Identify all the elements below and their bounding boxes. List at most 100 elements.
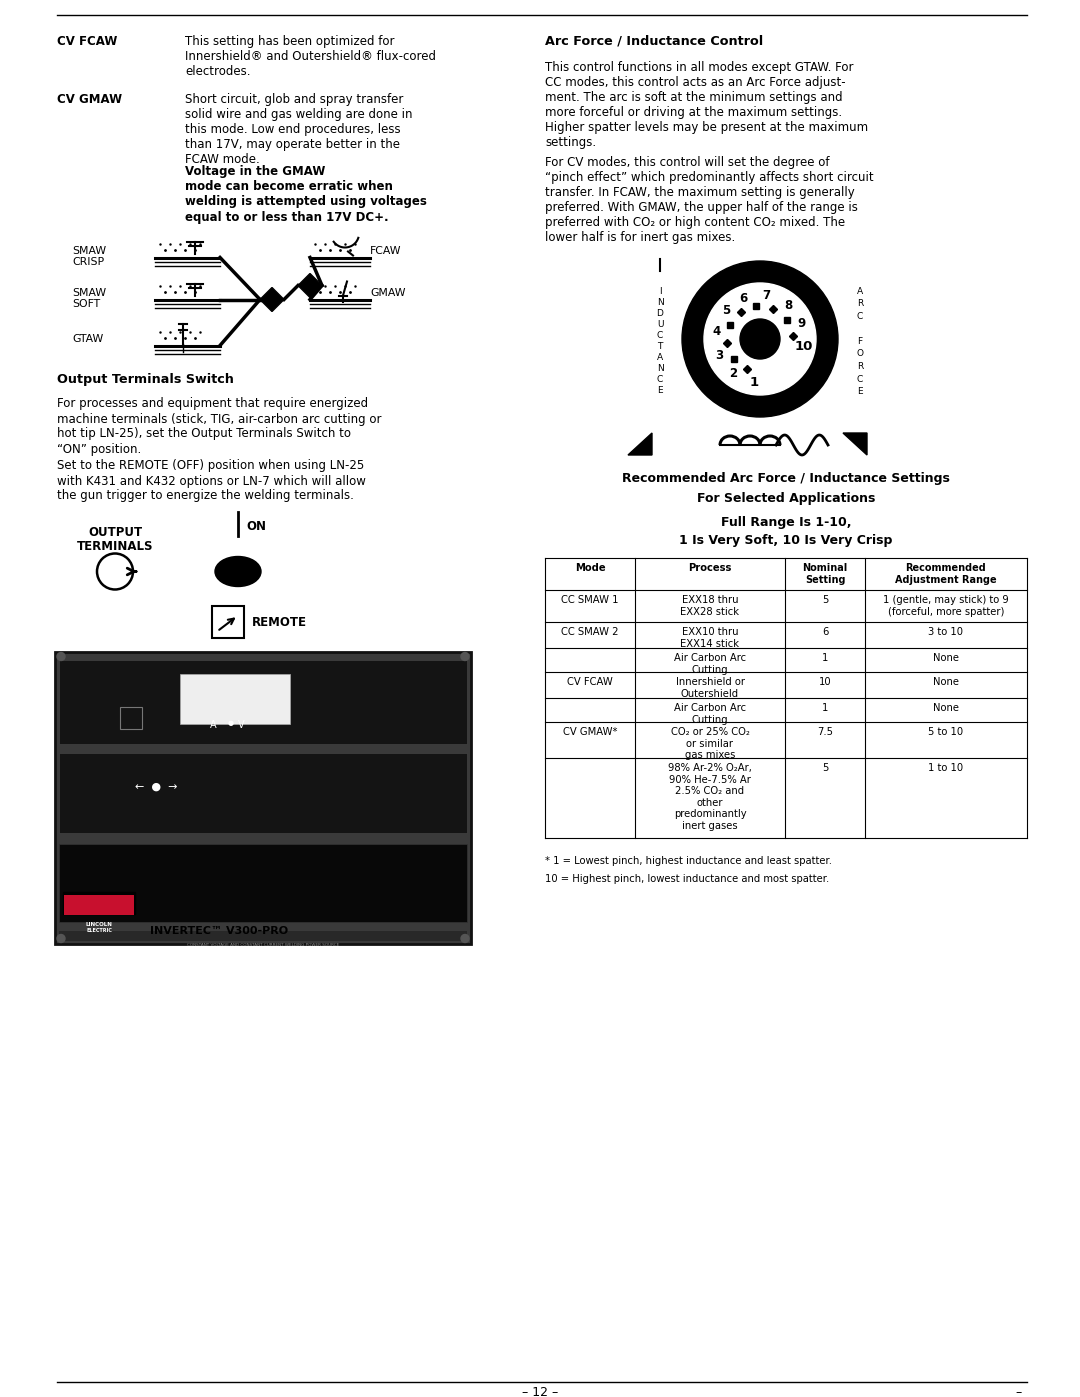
Text: Short circuit, glob and spray transfer
solid wire and gas welding are done in
th: Short circuit, glob and spray transfer s… bbox=[185, 94, 413, 166]
Text: T: T bbox=[658, 342, 663, 351]
Text: 6: 6 bbox=[740, 292, 747, 305]
Text: Air Carbon Arc
Cutting: Air Carbon Arc Cutting bbox=[674, 703, 746, 725]
Text: ←  ●  →: ← ● → bbox=[135, 781, 177, 792]
Bar bbox=[55, 651, 471, 943]
Text: Recommended Arc Force / Inductance Settings: Recommended Arc Force / Inductance Setti… bbox=[622, 472, 950, 485]
Text: CO₂ or 25% CO₂
or similar
gas mixes: CO₂ or 25% CO₂ or similar gas mixes bbox=[671, 726, 750, 760]
Text: 1 Is Very Soft, 10 Is Very Crisp: 1 Is Very Soft, 10 Is Very Crisp bbox=[679, 534, 893, 548]
Text: 7.5: 7.5 bbox=[816, 726, 833, 738]
Polygon shape bbox=[627, 433, 652, 455]
Text: For processes and equipment that require energized
machine terminals (stick, TIG: For processes and equipment that require… bbox=[57, 398, 381, 455]
Text: – 12 –: – 12 – bbox=[522, 1386, 558, 1397]
Text: GMAW: GMAW bbox=[370, 288, 405, 298]
Text: C: C bbox=[657, 374, 663, 384]
Circle shape bbox=[461, 652, 469, 661]
Text: N: N bbox=[657, 365, 663, 373]
Text: ●: ● bbox=[228, 719, 234, 725]
Circle shape bbox=[57, 935, 65, 943]
Text: Process: Process bbox=[688, 563, 731, 573]
Text: E: E bbox=[858, 387, 863, 395]
Text: N: N bbox=[657, 298, 663, 307]
Text: 98% Ar-2% O₂Ar,
90% He-7.5% Ar
2.5% CO₂ and
other
predominantly
inert gases: 98% Ar-2% O₂Ar, 90% He-7.5% Ar 2.5% CO₂ … bbox=[669, 763, 752, 831]
Text: Voltage in the GMAW
mode can become erratic when
welding is attempted using volt: Voltage in the GMAW mode can become erra… bbox=[185, 165, 427, 224]
Text: None: None bbox=[933, 678, 959, 687]
Text: REMOTE: REMOTE bbox=[252, 616, 307, 629]
Text: 5: 5 bbox=[822, 595, 828, 605]
Ellipse shape bbox=[215, 556, 261, 587]
Text: CV GMAW: CV GMAW bbox=[57, 94, 122, 106]
Text: –: – bbox=[1016, 1386, 1022, 1397]
Text: Nominal
Setting: Nominal Setting bbox=[802, 563, 848, 584]
Text: R: R bbox=[856, 299, 863, 309]
Text: 10 = Highest pinch, lowest inductance and most spatter.: 10 = Highest pinch, lowest inductance an… bbox=[545, 875, 829, 884]
Text: 1: 1 bbox=[822, 703, 828, 712]
Text: 10: 10 bbox=[794, 339, 812, 353]
Text: LINCOLN: LINCOLN bbox=[85, 922, 112, 926]
Polygon shape bbox=[843, 433, 867, 455]
Bar bbox=[59, 844, 467, 922]
Text: 7: 7 bbox=[762, 289, 770, 302]
Circle shape bbox=[704, 284, 816, 395]
Bar bbox=[59, 930, 467, 940]
Text: FCAW: FCAW bbox=[370, 246, 402, 256]
Text: V: V bbox=[238, 719, 245, 729]
Text: GTAW: GTAW bbox=[72, 334, 104, 344]
Text: For Selected Applications: For Selected Applications bbox=[697, 492, 875, 504]
Text: 9: 9 bbox=[797, 317, 806, 331]
Text: CV FCAW: CV FCAW bbox=[567, 678, 612, 687]
Text: 3 to 10: 3 to 10 bbox=[929, 627, 963, 637]
Text: ELECTRIC: ELECTRIC bbox=[86, 928, 112, 933]
Circle shape bbox=[461, 935, 469, 943]
Text: A: A bbox=[657, 353, 663, 362]
Text: 1 (gentle, may stick) to 9
(forceful, more spatter): 1 (gentle, may stick) to 9 (forceful, mo… bbox=[883, 595, 1009, 616]
Text: 1: 1 bbox=[750, 376, 758, 390]
Text: INVERTEC™ V300-PRO: INVERTEC™ V300-PRO bbox=[150, 926, 288, 936]
Text: E: E bbox=[658, 386, 663, 395]
Text: R: R bbox=[856, 362, 863, 372]
Text: None: None bbox=[933, 703, 959, 712]
Text: This control functions in all modes except GTAW. For
CC modes, this control acts: This control functions in all modes exce… bbox=[545, 61, 868, 149]
Text: OUTPUT
TERMINALS: OUTPUT TERMINALS bbox=[77, 525, 153, 553]
Text: ON: ON bbox=[246, 520, 266, 532]
Text: 5 to 10: 5 to 10 bbox=[929, 726, 963, 738]
Text: 1 to 10: 1 to 10 bbox=[929, 763, 963, 773]
Text: CC SMAW 1: CC SMAW 1 bbox=[562, 595, 619, 605]
Text: 6: 6 bbox=[822, 627, 828, 637]
Circle shape bbox=[681, 261, 838, 416]
Text: D: D bbox=[657, 309, 663, 319]
Text: Recommended
Adjustment Range: Recommended Adjustment Range bbox=[895, 563, 997, 584]
Text: 5: 5 bbox=[723, 305, 730, 317]
Text: SMAW
SOFT: SMAW SOFT bbox=[72, 288, 106, 309]
Text: CV FCAW: CV FCAW bbox=[57, 35, 118, 47]
Text: Full Range Is 1-10,: Full Range Is 1-10, bbox=[720, 515, 851, 529]
Text: C: C bbox=[856, 374, 863, 384]
Bar bbox=[180, 673, 291, 724]
Text: CC SMAW 2: CC SMAW 2 bbox=[562, 627, 619, 637]
Text: CV GMAW*: CV GMAW* bbox=[563, 726, 618, 738]
Text: Mode: Mode bbox=[575, 563, 605, 573]
Text: I: I bbox=[659, 286, 661, 296]
Text: F: F bbox=[858, 337, 863, 346]
Text: * 1 = Lowest pinch, highest inductance and least spatter.: * 1 = Lowest pinch, highest inductance a… bbox=[545, 856, 832, 866]
Text: O: O bbox=[856, 349, 864, 359]
Text: Output Terminals Switch: Output Terminals Switch bbox=[57, 373, 234, 387]
Bar bbox=[64, 894, 134, 915]
Text: 1: 1 bbox=[822, 652, 828, 664]
Text: SMAW
CRISP: SMAW CRISP bbox=[72, 246, 106, 267]
Text: A: A bbox=[856, 286, 863, 296]
Circle shape bbox=[740, 319, 780, 359]
Text: 4: 4 bbox=[713, 326, 720, 338]
Text: Set to the REMOTE (OFF) position when using LN-25
with K431 and K432 options or : Set to the REMOTE (OFF) position when us… bbox=[57, 460, 366, 503]
Bar bbox=[59, 753, 467, 833]
Text: U: U bbox=[657, 320, 663, 330]
Bar bbox=[120, 707, 141, 728]
Text: C: C bbox=[856, 312, 863, 321]
Text: EXX18 thru
EXX28 stick: EXX18 thru EXX28 stick bbox=[680, 595, 740, 616]
Polygon shape bbox=[298, 274, 322, 298]
Bar bbox=[212, 605, 244, 637]
Text: Innershield or
Outershield: Innershield or Outershield bbox=[675, 678, 744, 698]
Text: None: None bbox=[933, 652, 959, 664]
Circle shape bbox=[57, 652, 65, 661]
Bar bbox=[63, 891, 135, 914]
Text: 2: 2 bbox=[729, 367, 737, 380]
